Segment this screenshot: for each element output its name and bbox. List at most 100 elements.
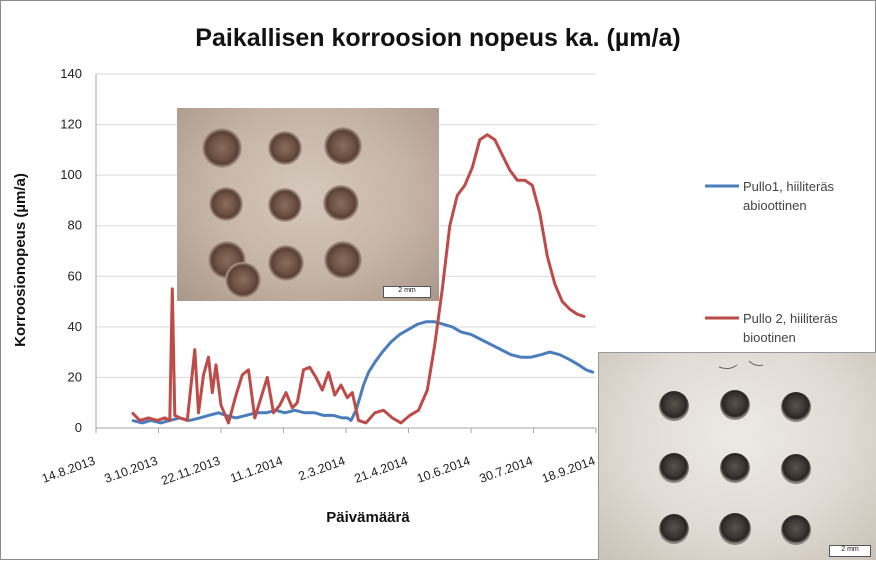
specimen-photo-before: 2 mm xyxy=(177,108,439,301)
data-point-1 xyxy=(294,409,296,412)
data-point-1 xyxy=(451,326,454,328)
data-point-2 xyxy=(291,407,294,409)
legend: Pullo1, hiiliteräs abioottinen Pullo 2, hi… xyxy=(705,179,838,345)
x-tick-label: 18.9.2014 xyxy=(540,454,597,486)
data-point-2 xyxy=(202,374,205,376)
data-point-1 xyxy=(332,414,335,417)
data-point-2 xyxy=(235,394,237,396)
scale-bar: 2 mm xyxy=(829,545,871,557)
data-point-2 xyxy=(509,169,511,171)
data-point-1 xyxy=(549,351,551,353)
data-point-2 xyxy=(357,419,360,422)
data-point-1 xyxy=(346,417,349,419)
data-point-1 xyxy=(520,356,522,359)
data-point-1 xyxy=(160,422,162,424)
data-point-1 xyxy=(359,396,361,399)
data-point-1 xyxy=(585,369,587,371)
data-point-1 xyxy=(510,353,512,356)
data-point-2 xyxy=(524,179,526,181)
data-point-2 xyxy=(494,138,496,141)
data-point-2 xyxy=(501,154,504,156)
data-point-1 xyxy=(322,414,325,417)
data-point-1 xyxy=(304,412,306,414)
corroded-coupons-image xyxy=(202,127,362,298)
data-point-2 xyxy=(569,308,571,311)
data-point-2 xyxy=(546,255,549,257)
data-point-2 xyxy=(220,404,222,407)
data-point-1 xyxy=(367,371,370,374)
x-axis-label: Päivämäärä xyxy=(326,509,410,526)
data-point-2 xyxy=(346,396,349,399)
data-point-2 xyxy=(539,212,541,214)
data-point-2 xyxy=(486,133,489,136)
data-point-2 xyxy=(164,417,166,419)
data-point-2 xyxy=(174,414,176,417)
data-point-2 xyxy=(340,384,342,386)
data-point-1 xyxy=(530,356,532,359)
data-point-1 xyxy=(500,348,502,351)
data-point-2 xyxy=(417,409,420,412)
x-tick-label: 3.10.2013 xyxy=(102,454,159,486)
data-point-1 xyxy=(207,414,210,417)
data-point-2 xyxy=(285,391,287,394)
data-point-1 xyxy=(265,412,267,414)
data-point-1 xyxy=(416,323,419,326)
series-line-2 xyxy=(131,133,586,425)
data-point-1 xyxy=(189,419,191,422)
data-point-1 xyxy=(480,338,482,341)
y-tick-label: 40 xyxy=(68,319,82,334)
data-point-2 xyxy=(516,179,519,181)
y-tick-label: 20 xyxy=(68,369,82,384)
y-tick-label: 140 xyxy=(60,66,82,81)
x-tick-label: 14.8.2013 xyxy=(40,454,97,486)
data-point-1 xyxy=(390,341,392,343)
data-point-2 xyxy=(247,369,250,371)
y-axis-label: Korroosionopeus (µm/a) xyxy=(12,173,29,347)
data-point-1 xyxy=(235,417,237,419)
data-point-1 xyxy=(434,321,436,323)
x-tick-labels: 14.8.2013 3.10.2013 22.11.2013 11.1.2014 2.3… xyxy=(40,428,597,488)
data-point-2 xyxy=(315,376,317,379)
data-point-2 xyxy=(456,194,459,197)
legend-label-2: Pullo 2, hiiliteräs xyxy=(743,311,838,326)
data-point-2 xyxy=(194,348,196,351)
data-point-1 xyxy=(490,343,492,346)
data-point-2 xyxy=(400,422,402,424)
data-point-2 xyxy=(227,422,230,424)
scale-bar: 2 mm xyxy=(383,286,431,298)
data-point-1 xyxy=(460,331,462,333)
data-point-2 xyxy=(179,417,181,419)
y-tick-label: 0 xyxy=(75,420,82,435)
data-point-2 xyxy=(449,224,451,227)
data-point-2 xyxy=(374,412,376,414)
data-point-2 xyxy=(409,414,411,417)
data-point-2 xyxy=(327,371,330,374)
data-point-1 xyxy=(284,412,286,414)
data-point-1 xyxy=(569,358,571,361)
data-point-1 xyxy=(399,333,401,336)
data-point-1 xyxy=(559,353,561,356)
data-point-1 xyxy=(381,351,384,353)
y-tick-label: 60 xyxy=(68,268,82,283)
data-point-2 xyxy=(147,417,150,419)
x-tick-label: 21.4.2014 xyxy=(352,454,409,486)
data-point-2 xyxy=(169,419,171,422)
data-point-1 xyxy=(442,323,445,326)
series-line-1 xyxy=(131,320,594,425)
data-point-2 xyxy=(554,283,556,285)
data-point-2 xyxy=(479,138,481,141)
coupons-image xyxy=(659,360,811,545)
data-point-2 xyxy=(464,184,466,187)
data-point-1 xyxy=(245,414,247,417)
data-point-1 xyxy=(407,328,410,331)
data-point-2 xyxy=(272,412,275,414)
data-point-1 xyxy=(199,417,201,419)
data-point-1 xyxy=(314,412,316,414)
data-point-2 xyxy=(321,389,324,391)
data-point-2 xyxy=(260,396,262,399)
data-point-2 xyxy=(254,417,256,419)
chart-title: Paikallisen korroosion nopeus ka. (µm/a) xyxy=(195,24,680,52)
data-point-1 xyxy=(374,361,376,364)
data-point-2 xyxy=(351,391,354,394)
plot-area xyxy=(131,133,595,425)
